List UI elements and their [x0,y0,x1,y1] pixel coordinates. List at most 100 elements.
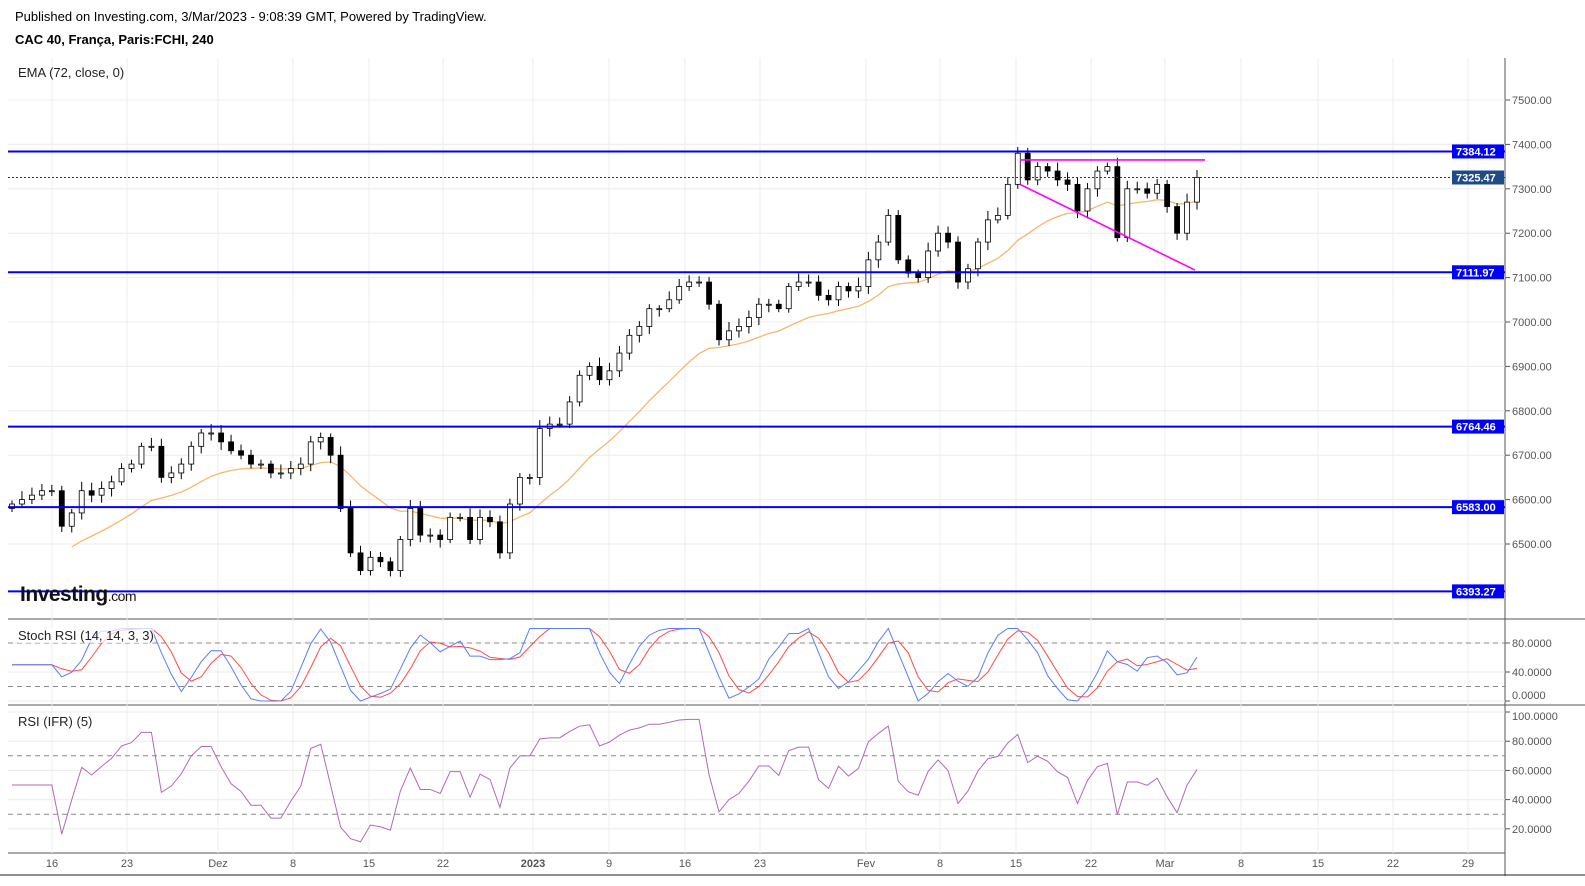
candle-body [586,365,593,376]
candle-body [148,445,155,448]
candle-body [447,516,454,540]
candle-body [965,268,971,283]
y-tick-label: 40.0000 [1512,667,1552,679]
candle-body [1044,166,1051,172]
x-tick-label: 22 [1085,858,1097,870]
candle-body [925,250,932,279]
candle-body [935,232,941,252]
candle-body [815,281,822,296]
published-note: Published on Investing.com, 3/Mar/2023 -… [15,9,487,24]
candle-body [716,303,722,341]
candle-body [1114,166,1121,239]
trendline-descending [1019,183,1196,271]
candle-body [258,463,264,466]
candle-body [1184,201,1190,234]
candle-body [218,432,225,443]
candle-body [1024,152,1031,181]
level-tag [1452,419,1504,434]
candle-body [198,432,205,447]
candle-body [327,437,334,456]
y-tick-label: 6600.00 [1512,495,1552,507]
x-tick-label: 15 [1010,858,1022,870]
candle-body [357,552,364,572]
last-price-label: 7325.47 [1456,172,1496,184]
candle-body [88,490,95,496]
candle-body [596,365,603,381]
x-tick-label: 16 [679,858,691,870]
candle-body [407,508,414,540]
candle-body [437,534,444,540]
y-tick-label: 100.0000 [1512,711,1558,723]
candle-body [397,539,404,572]
candle-body [58,490,65,527]
candle-body [955,241,961,283]
y-tick-label: 0.0000 [1512,690,1546,702]
candle-body [98,488,105,496]
ema-line [71,199,1198,548]
candle-body [108,481,115,489]
candle-body [287,468,294,474]
x-tick-label: 8 [290,858,296,870]
ema-legend: EMA (72, close, 0) [18,65,125,80]
x-tick-label: Dez [208,858,228,870]
y-tick-label: 80.0000 [1512,736,1552,748]
candle-body [895,215,902,261]
candle-body [228,441,234,452]
level-tag-label: 6764.46 [1456,422,1496,434]
candle-body [1064,179,1071,185]
candle-body [795,281,802,287]
y-tick-label: 7500.00 [1512,95,1552,107]
candle-body [606,370,613,381]
candle-body [755,303,762,318]
candle-body [536,428,543,478]
candle-body [1154,183,1161,194]
candle-body [885,215,892,243]
candle-body [745,317,752,327]
x-tick-label: 15 [363,858,375,870]
candle-body [1144,188,1151,194]
y-tick-label: 60.0000 [1512,765,1552,777]
stoch-d-line [12,628,1198,702]
y-tick-label: 7400.00 [1512,139,1552,151]
candle-body [118,468,125,483]
x-tick-label: 9 [606,858,612,870]
candle-body [188,445,195,465]
x-tick-label: 23 [121,858,133,870]
candle-body [825,294,832,301]
candle-body [984,219,991,243]
candle-body [487,516,493,523]
y-tick-label: 7100.00 [1512,273,1552,285]
candle-body [347,508,354,554]
symbol-title: CAC 40, França, Paris:FCHI, 240 [15,32,214,47]
candle-body [497,521,503,554]
candle-body [656,308,663,311]
x-tick-label: 22 [437,858,449,870]
candle-body [636,326,643,336]
candle-body [427,534,434,537]
candle-body [317,437,324,443]
candle-body [556,423,563,426]
level-tag [1452,584,1504,599]
y-tick-label: 40.0000 [1512,795,1552,807]
y-tick-label: 80.0000 [1512,638,1552,650]
candle-body [945,232,951,243]
candle-body [526,476,533,479]
candle-body [1084,188,1091,212]
candle-body [467,516,473,540]
candle-body [676,286,683,301]
y-tick-label: 6500.00 [1512,539,1552,551]
candle-body [1074,183,1081,212]
candle-body [666,299,673,310]
level-tag [1452,500,1504,515]
candle-body [477,516,483,540]
level-tag-label: 6583.00 [1456,502,1496,514]
candle-body [387,561,394,572]
candle-body [1004,183,1011,216]
candle-body [646,308,653,327]
candle-body [1124,188,1131,239]
candle-body [168,472,175,478]
candle-body [1134,188,1141,191]
level-tag-label: 7384.12 [1456,146,1496,158]
